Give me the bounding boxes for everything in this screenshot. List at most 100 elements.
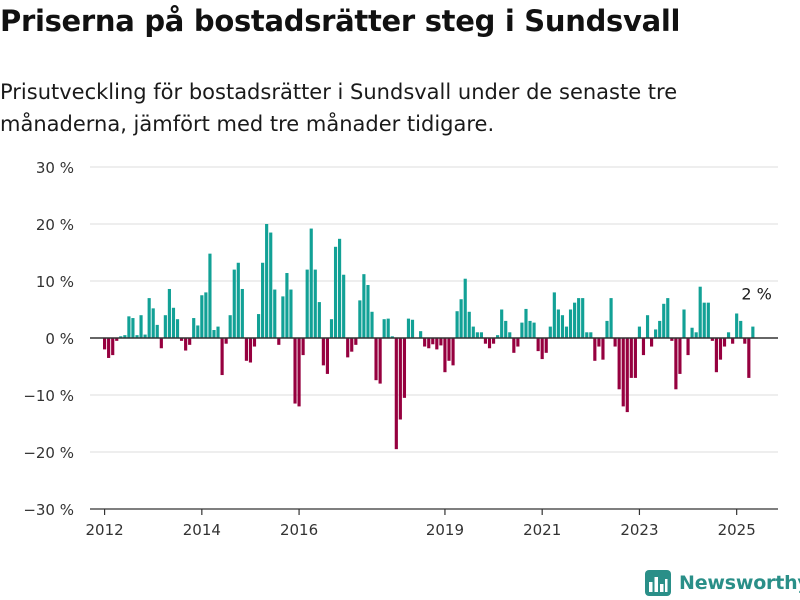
chart-bar: [333, 246, 338, 338]
chart-bar: [394, 338, 398, 450]
chart-bar: [212, 330, 216, 338]
chart-bar: [479, 332, 483, 338]
y-tick-label: 0 %: [45, 330, 74, 348]
newsworthy-logo-text: Newsworthy: [679, 572, 800, 594]
chart-bar: [362, 274, 366, 338]
newsworthy-logo[interactable]: Newsworthy: [645, 569, 800, 597]
chart-bar: [593, 338, 597, 361]
chart-bar: [735, 313, 739, 338]
chart-bar: [248, 338, 253, 363]
chart-bar: [658, 320, 662, 338]
page-subtitle: Prisutveckling för bostadsrätter i Sunds…: [0, 80, 678, 136]
chart-bar: [123, 335, 127, 338]
chart-bar: [459, 299, 463, 338]
chart-bar: [451, 338, 455, 366]
chart-bar: [496, 335, 500, 338]
x-tick-label: 2016: [280, 521, 318, 539]
chart-bar: [269, 232, 273, 338]
x-tick-label: 2014: [183, 521, 221, 539]
chart-bar: [208, 253, 212, 338]
chart-bar: [410, 319, 415, 338]
chart-bar: [188, 338, 192, 345]
chart-bar: [629, 338, 633, 378]
chart-bar: [423, 338, 427, 347]
x-tick-label: 2025: [718, 521, 756, 539]
chart-bar: [236, 262, 240, 338]
chart-bar: [378, 338, 382, 384]
chart-bar: [568, 309, 573, 338]
chart-bar: [739, 320, 743, 338]
chart-bar: [516, 338, 520, 347]
chart-bar: [107, 338, 111, 358]
chart-bar: [581, 298, 585, 338]
chart-bar: [406, 318, 411, 338]
chart-bar: [342, 274, 346, 338]
chart-bar: [674, 338, 678, 390]
chart-bar: [289, 289, 293, 338]
chart-bar: [171, 307, 176, 338]
chart-bar: [601, 338, 605, 360]
chart-bar: [443, 338, 447, 373]
y-tick-label: 10 %: [36, 273, 74, 291]
chart-bar: [694, 332, 698, 338]
chart-bar: [370, 311, 374, 338]
chart-bar: [483, 338, 488, 344]
chart-bar: [637, 326, 642, 338]
y-tick-label: 30 %: [36, 159, 74, 177]
y-tick-label: −20 %: [23, 444, 74, 462]
chart-bar: [321, 338, 325, 366]
chart-bar: [155, 324, 159, 338]
chart-bar: [131, 318, 135, 338]
chart-bar: [398, 338, 402, 420]
chart-bar: [200, 295, 204, 338]
chart-bar: [111, 338, 115, 356]
chart-bar: [512, 338, 516, 353]
chart-bar: [265, 224, 269, 338]
chart-bar: [273, 289, 277, 338]
annotation-label: 2 %: [741, 285, 771, 304]
chart-bar: [220, 338, 224, 376]
chart-bar: [354, 338, 358, 345]
chart-bar: [666, 298, 670, 338]
chart-bar: [621, 338, 625, 407]
chart-bar: [500, 309, 504, 338]
chart-bar: [119, 336, 123, 338]
chart-bar: [175, 319, 180, 338]
chart-bar: [682, 309, 686, 338]
chart-bar: [508, 332, 512, 338]
y-tick-label: −30 %: [23, 501, 74, 519]
chart-bar: [350, 338, 354, 352]
chart-bar: [528, 320, 532, 338]
chart-bar: [386, 318, 390, 338]
chart-bar: [597, 338, 601, 347]
chart-bar: [192, 318, 196, 338]
chart-bar: [577, 298, 581, 338]
chart-bar: [471, 326, 475, 338]
chart-bar: [698, 286, 702, 338]
labels: 30 % 20 % 10 % 0 % −10 % −20 % −30 % 2012 2014 20…: [23, 159, 773, 539]
chart-bar: [163, 315, 167, 338]
chart-bar: [722, 338, 727, 347]
chart-bar: [244, 338, 248, 361]
chart-bar: [544, 338, 548, 353]
chart-bar: [747, 338, 751, 378]
chart-bar: [536, 338, 540, 352]
y-tick-label: −10 %: [23, 387, 74, 405]
chart-bar: [609, 298, 613, 338]
chart-bar: [281, 296, 285, 338]
chart-bar: [309, 228, 313, 338]
chart-bar: [325, 338, 329, 374]
chart-bar: [301, 338, 305, 356]
chart-bar: [127, 316, 131, 338]
chart-bar: [358, 300, 362, 338]
x-tick-label: 2023: [620, 521, 658, 539]
chart-bar: [504, 320, 508, 338]
chart-bar: [524, 308, 528, 338]
chart-bar: [427, 338, 431, 349]
chart-bar: [743, 338, 747, 344]
chart-bar: [338, 238, 342, 338]
chart-bar: [293, 338, 297, 404]
x-tick-label: 2021: [523, 521, 561, 539]
chart-bar: [232, 269, 236, 338]
chart-bar: [179, 338, 184, 341]
